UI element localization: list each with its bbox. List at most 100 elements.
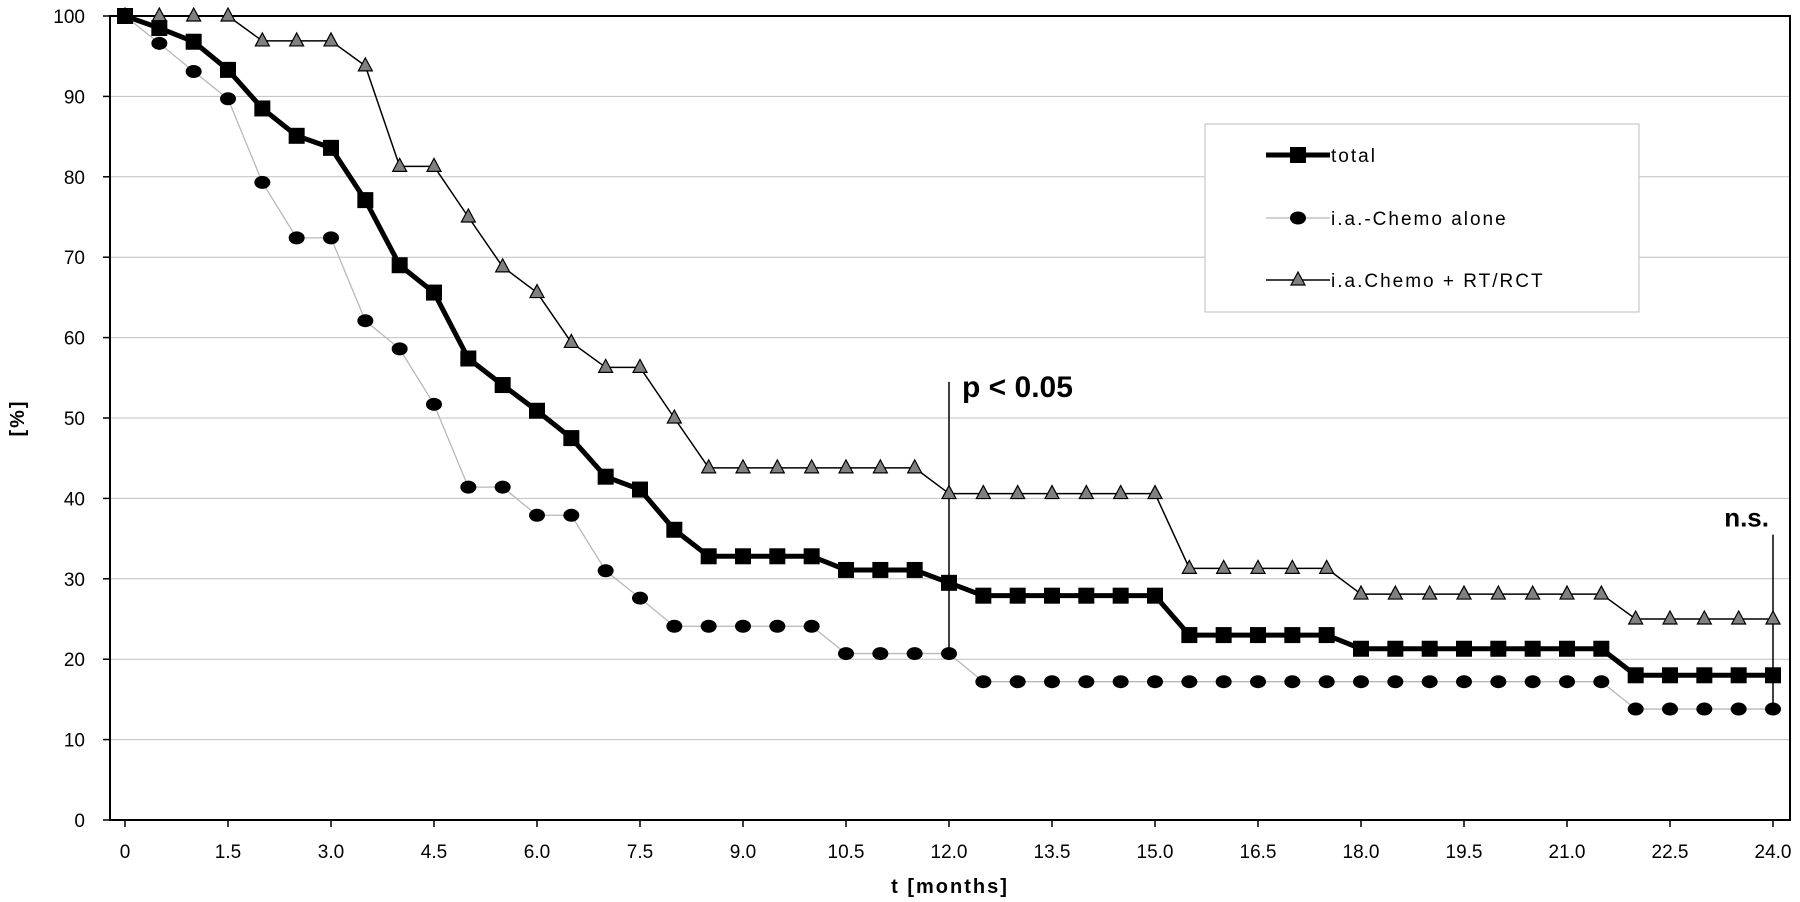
series-2-point-12 (528, 283, 546, 299)
series-1-point-16 (666, 619, 683, 633)
series-0-point-11 (494, 377, 511, 394)
series-1-point-4 (254, 175, 271, 189)
series-0-point-48 (1765, 667, 1781, 684)
series-1-point-47 (1730, 702, 1747, 716)
series-2-point-33 (1249, 559, 1267, 574)
series-2-point-34 (1284, 559, 1301, 574)
series-0-point-41 (1524, 640, 1541, 657)
x-tick-label-2: 3.0 (318, 842, 344, 863)
series-1-point-34 (1284, 675, 1301, 689)
x-tick-label-1: 1.5 (215, 842, 241, 863)
series-0-point-0 (117, 8, 133, 24)
series-0-point-27 (1044, 587, 1060, 604)
legend-label-1: i.a.-Chemo alone (1331, 209, 1508, 230)
x-tick-label-16: 24.0 (1755, 842, 1792, 863)
series-0-point-33 (1250, 627, 1266, 644)
series-1-point-45 (1662, 702, 1678, 716)
axis-ticks: 0 10 20 30 40 50 60 70 80 90 100 0 1.5 3.0 4.5 6.0 7.5 9.… (53, 7, 1791, 863)
series-0-point-37 (1387, 640, 1404, 657)
series-2-point-39 (1455, 584, 1473, 600)
series-1-point-23 (906, 647, 923, 661)
x-tick-label-15: 22.5 (1652, 842, 1689, 863)
y-tick-label-1: 10 (64, 731, 85, 752)
series-0-point-8 (391, 257, 408, 274)
series-1-point-19 (769, 619, 786, 633)
series-0-point-3 (220, 61, 236, 78)
series-2-point-30 (1146, 484, 1164, 500)
y-tick-label-7: 70 (64, 248, 85, 269)
series-0-point-34 (1284, 627, 1301, 644)
series-1-point-8 (391, 342, 408, 356)
series-0-point-1 (151, 20, 168, 37)
series-1-point-35 (1318, 675, 1335, 689)
x-tick-label-10: 15.0 (1137, 842, 1174, 863)
x-tick-label-12: 18.0 (1343, 842, 1380, 863)
series-2-point-22 (872, 458, 889, 474)
series-2-point-43 (1593, 584, 1610, 600)
series-0-point-28 (1078, 587, 1095, 604)
series-2-point-5 (288, 31, 305, 47)
series-2 (116, 6, 1782, 625)
series-1-point-5 (288, 231, 305, 245)
series-0-point-18 (735, 548, 751, 565)
x-tick-label-5: 7.5 (627, 842, 653, 863)
legend-label-0: total (1331, 146, 1377, 167)
y-tick-label-10: 100 (53, 7, 85, 28)
series-1-point-12 (529, 508, 545, 522)
series-0-point-23 (906, 561, 923, 578)
y-tick-label-6: 60 (64, 329, 85, 350)
x-tick-label-7: 10.5 (828, 842, 865, 863)
y-tick-label-4: 40 (64, 489, 85, 510)
series-2-point-10 (460, 207, 477, 223)
series-1-point-20 (803, 619, 820, 633)
series-2-point-27 (1043, 484, 1061, 500)
series-2-point-37 (1387, 584, 1404, 600)
series-2-point-29 (1112, 484, 1129, 500)
series-1-point-14 (597, 564, 614, 578)
series-2-point-23 (906, 458, 923, 474)
series-0-point-9 (426, 284, 442, 301)
series-0-point-16 (666, 521, 683, 538)
series-1-point-24 (941, 647, 957, 661)
series-1-point-28 (1078, 675, 1095, 689)
series-0-point-38 (1421, 640, 1438, 657)
series-2-point-14 (597, 358, 614, 373)
legend: total i.a.-Chemo alone i.a.Chemo + RT/RCT (1204, 123, 1640, 313)
series-2-point-16 (666, 408, 683, 424)
series-2-point-24 (940, 484, 958, 500)
series-0-point-25 (975, 587, 992, 604)
series-2-point-26 (1009, 484, 1026, 500)
legend-marker-2 (1289, 270, 1307, 286)
y-tick-label-0: 0 (74, 811, 85, 832)
series-0-point-24 (941, 574, 957, 591)
series-0-point-17 (700, 548, 717, 565)
legend-marker-1 (1290, 211, 1306, 225)
series-1-point-27 (1044, 675, 1060, 689)
y-tick-label-2: 20 (64, 650, 85, 671)
gridlines (110, 95, 1790, 741)
series-0-point-35 (1318, 627, 1335, 644)
series-1-point-41 (1524, 675, 1541, 689)
series-2-point-15 (631, 358, 649, 373)
series-1-point-15 (632, 591, 648, 605)
series-0-point-14 (597, 468, 614, 485)
y-tick-label-9: 90 (64, 87, 85, 108)
series-0-point-5 (288, 127, 305, 144)
series-2-point-40 (1490, 584, 1507, 600)
series-0-point-15 (632, 481, 648, 498)
series-1-point-10 (460, 480, 477, 494)
series-2-point-17 (700, 458, 717, 474)
series-0-point-26 (1009, 587, 1026, 604)
series-2-point-42 (1558, 584, 1576, 600)
series-1-point-9 (426, 397, 442, 411)
series-2-point-3 (219, 6, 237, 22)
series-1-point-29 (1112, 675, 1129, 689)
annotation-label-1: n.s. (1724, 503, 1769, 533)
legend-label-2: i.a.Chemo + RT/RCT (1331, 271, 1545, 292)
series-0-point-21 (838, 561, 854, 578)
x-tick-label-8: 12.0 (931, 842, 968, 863)
x-tick-label-0: 0 (120, 842, 131, 863)
x-tick-label-6: 9.0 (730, 842, 756, 863)
series-0-point-13 (563, 430, 580, 447)
series-2-point-21 (837, 458, 855, 474)
